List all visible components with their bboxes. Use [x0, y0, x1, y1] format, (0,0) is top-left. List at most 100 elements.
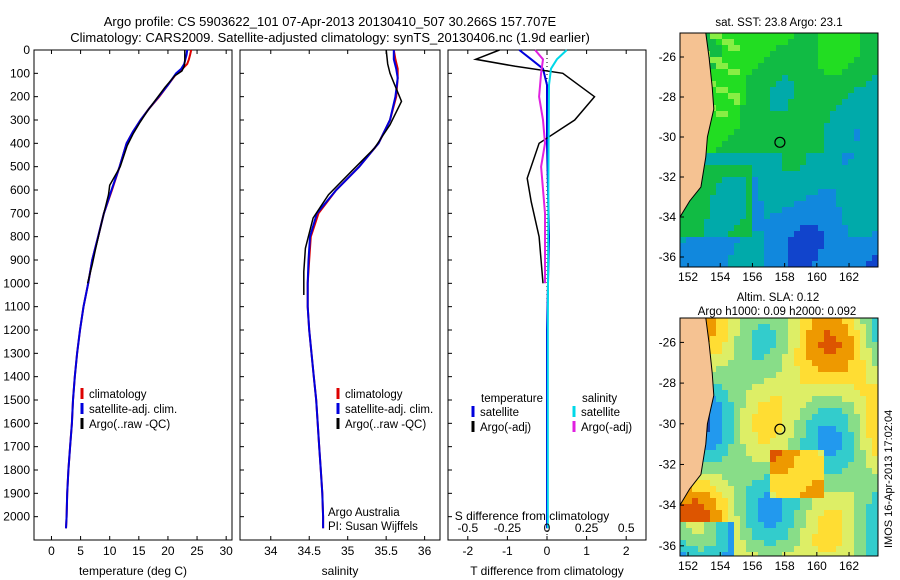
imos-timestamp: IMOS 16-Apr-2013 17:02:04 — [883, 410, 895, 548]
y-tick-label: -34 — [659, 498, 677, 512]
map-title: Argo h1000: 0.09 h2000: 0.092 — [698, 306, 857, 318]
map-field — [680, 33, 878, 267]
series-line-1 — [472, 49, 596, 284]
legend-title: temperature — [481, 393, 543, 405]
legend-label: Argo(-adj) — [480, 422, 531, 434]
y-tick-label: -28 — [659, 90, 677, 104]
y-tick-label: -28 — [659, 376, 677, 390]
panel-difference-profile: -2 -1 0 1 2 T difference from climatology -0.5… — [447, 49, 647, 578]
x-tick-label: -1 — [502, 544, 513, 558]
x-tick-label: 156 — [742, 559, 762, 573]
legend-label: satellite — [581, 407, 620, 419]
annotation-text: Argo Australia — [328, 507, 400, 519]
legend-label: satellite-adj. clim. — [345, 404, 433, 416]
x-tick-label: 5 — [77, 544, 84, 558]
x-tick-label: 160 — [807, 270, 827, 284]
x-tick-label: 1 — [583, 544, 590, 558]
y-tick-label: 100 — [10, 66, 30, 80]
y-tick-label: 1300 — [3, 346, 30, 360]
panel-salinity-profile: 34 34.5 35 35.5 36 salinity climatology satelli… — [239, 49, 441, 578]
x-axis-label: temperature (deg C) — [79, 564, 187, 578]
y-tick-label: 1800 — [3, 463, 30, 477]
y-tick-label: 1500 — [3, 393, 30, 407]
s-tick-label: -0.25 — [494, 521, 522, 535]
header-title-line2: Climatology: CARS2009. Satellite-adjuste… — [70, 30, 590, 45]
legend-label: Argo(..raw -QC) — [89, 419, 170, 431]
x-tick-label: 25 — [190, 544, 204, 558]
map-frame — [679, 317, 879, 557]
y-tick-label: -32 — [659, 170, 677, 184]
legend-label: Argo(..raw -QC) — [345, 419, 426, 431]
y-tick-label: 1400 — [3, 370, 30, 384]
y-tick-label: 1200 — [3, 323, 30, 337]
x-tick-label: 36 — [418, 544, 432, 558]
x-tick-label: 154 — [710, 270, 730, 284]
x-tick-label: 156 — [742, 270, 762, 284]
x-tick-label: 0 — [48, 544, 55, 558]
y-tick-label: -26 — [659, 335, 677, 349]
x-tick-label: 15 — [132, 544, 146, 558]
legend-label: climatology — [345, 389, 403, 401]
series-line-2 — [86, 50, 186, 284]
s-tick-label: 0.25 — [575, 521, 599, 535]
x-axis-label: salinity — [322, 564, 359, 578]
x-tick-label: 20 — [161, 544, 175, 558]
argo-position-marker — [774, 136, 786, 148]
y-tick-label: 1900 — [3, 486, 30, 500]
x-tick-label: 162 — [839, 270, 859, 284]
y-tick-label: 200 — [10, 90, 30, 104]
y-tick-label: 900 — [10, 253, 30, 267]
legend-title: salinity — [582, 393, 617, 405]
x-tick-label: 158 — [775, 559, 795, 573]
s-tick-label: 0 — [544, 521, 551, 535]
plot-frame — [33, 49, 233, 541]
y-tick-label: 500 — [10, 160, 30, 174]
map-title: sat. SST: 23.8 Argo: 23.1 — [715, 17, 842, 29]
x-tick-label: 152 — [678, 559, 698, 573]
y-tick-label: 400 — [10, 136, 30, 150]
y-tick-label: 0 — [23, 43, 30, 57]
legend-label: Argo(-adj) — [581, 422, 632, 434]
y-tick-label: -30 — [659, 130, 677, 144]
s-tick-label: -0.5 — [457, 521, 478, 535]
y-tick-label: 1100 — [4, 300, 30, 314]
series-line-2 — [303, 49, 403, 295]
map-frame — [679, 32, 879, 268]
y-tick-label: -36 — [659, 539, 677, 553]
x-tick-label: 34.5 — [298, 544, 322, 558]
y-tick-label: 700 — [10, 206, 30, 220]
x-tick-label: 35 — [341, 544, 355, 558]
panel-temperature-profile: 0 5 10 15 20 25 300100200300400500600700800900… — [3, 43, 233, 578]
x-tick-label: 2 — [623, 544, 630, 558]
series-line-1 — [306, 50, 399, 529]
y-tick-label: 2000 — [3, 510, 30, 524]
x-axis-label: T difference from climatology — [470, 564, 624, 578]
map-field — [680, 318, 878, 556]
s-tick-label: 0.5 — [618, 521, 635, 535]
x-tick-label: -2 — [462, 544, 473, 558]
land-mass — [680, 33, 715, 218]
series-line-2 — [546, 49, 568, 529]
legend-label: climatology — [89, 389, 147, 401]
x-tick-label: 152 — [678, 270, 698, 284]
x-tick-label: 154 — [710, 559, 730, 573]
panel-sst-map: 152 154 156 158 160 162 -26 -28 -30 -32 -34 -36 sat.… — [659, 17, 879, 284]
y-tick-label: 800 — [10, 230, 30, 244]
series-line-3 — [534, 49, 547, 284]
x-tick-label: 162 — [839, 559, 859, 573]
legend-label: satellite-adj. clim. — [89, 404, 177, 416]
y-tick-label: -30 — [659, 417, 677, 431]
plot-frame — [239, 49, 441, 541]
x-tick-label: 160 — [807, 559, 827, 573]
panel-sla-map: 152 154 156 158 160 162 -26 -28 -30 -32 -34 -36 Alti… — [659, 292, 879, 573]
argo-position-marker — [774, 423, 786, 435]
y-tick-label: -32 — [659, 457, 677, 471]
x-tick-label: 30 — [219, 544, 233, 558]
y-tick-label: -36 — [659, 250, 677, 264]
x-tick-label: 10 — [103, 544, 117, 558]
x-tick-label: 35.5 — [374, 544, 398, 558]
y-tick-label: 300 — [10, 113, 30, 127]
y-tick-label: 600 — [10, 183, 30, 197]
y-tick-label: 1600 — [3, 416, 30, 430]
